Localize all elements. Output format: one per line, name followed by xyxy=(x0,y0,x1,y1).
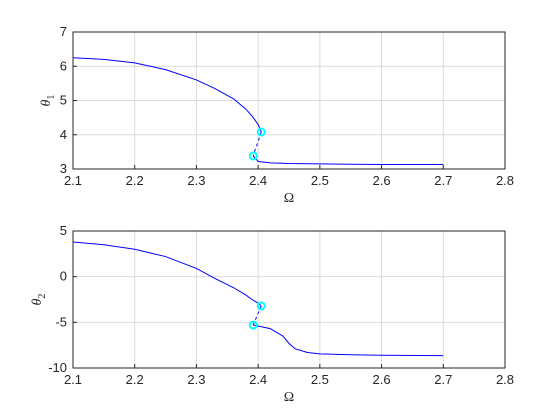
x-tick-label: 2.5 xyxy=(311,173,329,188)
y-tick-label: 0 xyxy=(60,269,67,284)
y-tick-label: 3 xyxy=(60,161,67,176)
x-tick-label: 2.2 xyxy=(126,173,144,188)
y-axis-label: θ1 xyxy=(39,95,57,107)
y-tick-label: 5 xyxy=(60,93,67,108)
x-tick-label: 2.7 xyxy=(434,372,452,387)
series-line-1 xyxy=(72,57,262,133)
y-tick-label: -10 xyxy=(48,360,67,375)
x-tick-label: 2.6 xyxy=(373,372,391,387)
x-tick-label: 2.4 xyxy=(249,173,267,188)
x-tick-label: 2.5 xyxy=(311,372,329,387)
axes-box xyxy=(72,230,506,369)
bifurcation-marker-2 xyxy=(248,320,258,330)
series-line-3 xyxy=(252,155,444,166)
y-tick-label: 4 xyxy=(60,127,67,142)
series-line-2 xyxy=(252,131,262,157)
y-axis-label: θ2 xyxy=(30,294,48,306)
x-tick-label: 2.8 xyxy=(496,173,514,188)
plot-area xyxy=(73,231,505,368)
series-line-3 xyxy=(253,324,444,357)
x-tick-label: 2.1 xyxy=(64,372,82,387)
x-tick-label: 2.8 xyxy=(496,372,514,387)
y-axis-label-subscript: 2 xyxy=(37,294,48,299)
subplot-2: 2.1 2.2 2.3 2.4 2.5 2.6 2.7 2.8 -10 -5 0 5 Ωθ2 xyxy=(30,223,514,405)
y-tick-label: -5 xyxy=(55,314,67,329)
x-tick-label: 2.2 xyxy=(126,372,144,387)
y-axis-label-symbol: θ xyxy=(39,99,54,106)
y-tick-label: 6 xyxy=(60,58,67,73)
x-tick-label: 2.4 xyxy=(249,372,267,387)
x-tick-label: 2.6 xyxy=(373,173,391,188)
axes-box xyxy=(72,31,506,170)
x-tick-label: 2.1 xyxy=(64,173,82,188)
y-tick-label: 7 xyxy=(60,24,67,39)
x-tick-label: 2.7 xyxy=(434,173,452,188)
x-axis-label: Ω xyxy=(284,390,294,405)
x-tick-label: 2.3 xyxy=(187,173,205,188)
y-axis-label-subscript: 1 xyxy=(46,95,57,100)
subplot-1: 2.1 2.2 2.3 2.4 2.5 2.6 2.7 2.8 3 4 5 6 7 Ωθ1 xyxy=(39,24,514,206)
bifurcation-marker-2 xyxy=(248,151,258,161)
x-axis-label: Ω xyxy=(284,191,294,206)
bifurcation-marker-1 xyxy=(256,127,266,137)
x-tick-label: 2.3 xyxy=(187,372,205,387)
bifurcation-marker-1 xyxy=(256,301,266,311)
y-axis-label-symbol: θ xyxy=(30,298,45,305)
y-tick-label: 5 xyxy=(60,223,67,238)
series-line-2 xyxy=(252,305,262,326)
series-line-1 xyxy=(72,241,262,307)
